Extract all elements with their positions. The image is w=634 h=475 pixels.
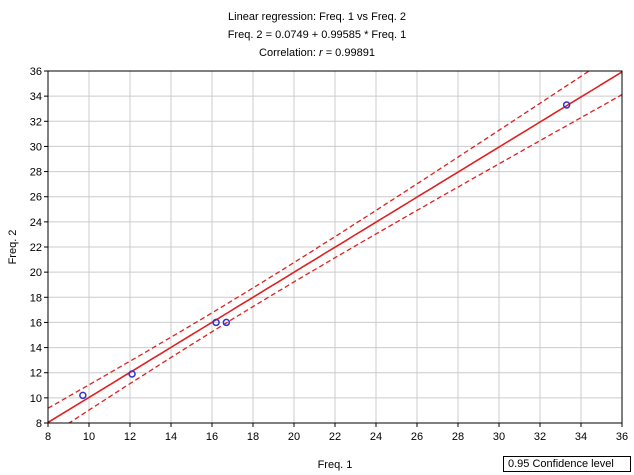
regression-lines xyxy=(48,71,622,423)
y-tick-label: 28 xyxy=(30,167,42,179)
y-tick-label: 34 xyxy=(30,91,42,103)
y-tick-label: 14 xyxy=(30,343,42,355)
data-point xyxy=(212,318,220,327)
x-tick-label: 8 xyxy=(45,431,51,443)
data-point xyxy=(562,101,571,109)
data-points xyxy=(79,101,571,400)
y-tick-label: 22 xyxy=(30,242,42,254)
y-tick-label: 32 xyxy=(30,116,42,128)
title-line: Linear regression: Freq. 1 vs Freq. 2 xyxy=(228,11,406,23)
data-point xyxy=(79,391,87,400)
data-point xyxy=(128,370,136,378)
x-tick-label: 10 xyxy=(83,431,95,443)
x-tick-label: 28 xyxy=(452,431,464,443)
y-tick-label: 12 xyxy=(30,368,42,380)
y-tick-label: 26 xyxy=(30,192,42,204)
lower-confidence-line xyxy=(67,94,622,423)
y-tick-label: 16 xyxy=(30,317,42,329)
y-tick-label: 20 xyxy=(30,267,42,279)
x-tick-label: 22 xyxy=(329,431,341,443)
y-axis-label: Freq. 2 xyxy=(7,230,19,265)
data-point xyxy=(222,318,231,327)
x-tick-label: 20 xyxy=(288,431,300,443)
x-tick-label: 12 xyxy=(124,431,136,443)
x-axis-label: Freq. 1 xyxy=(318,459,353,471)
x-axis-ticks: 8 10 12 14 16 18 20 22 24 26 28 30 32 34 36 xyxy=(45,423,628,443)
x-tick-label: 18 xyxy=(247,431,259,443)
y-axis-ticks: 8 10 12 14 16 18 20 22 24 26 28 30 32 34 36 xyxy=(30,66,48,430)
x-tick-label: 34 xyxy=(575,431,587,443)
y-tick-label: 18 xyxy=(30,292,42,304)
upper-confidence-line xyxy=(48,71,591,409)
y-tick-label: 8 xyxy=(36,418,42,430)
confidence-level-legend: 0.95 Confidence level xyxy=(503,456,631,472)
x-tick-label: 36 xyxy=(616,431,628,443)
title-line: Freq. 2 = 0.0749 + 0.99585 * Freq. 1 xyxy=(228,29,407,41)
regression-line xyxy=(48,71,622,423)
x-tick-label: 24 xyxy=(370,431,382,443)
y-tick-label: 10 xyxy=(30,393,42,405)
y-tick-label: 30 xyxy=(30,141,42,153)
x-tick-label: 32 xyxy=(534,431,546,443)
y-tick-label: 24 xyxy=(30,217,42,229)
x-tick-label: 14 xyxy=(165,431,177,443)
x-tick-label: 26 xyxy=(411,431,423,443)
x-tick-label: 16 xyxy=(206,431,218,443)
title-line: Correlation: r = 0.99891 xyxy=(259,47,375,59)
chart-title: Linear regression: Freq. 1 vs Freq. 2 Fre… xyxy=(228,11,407,59)
y-tick-label: 36 xyxy=(30,66,42,78)
plot-frame xyxy=(47,70,623,424)
x-tick-label: 30 xyxy=(493,431,505,443)
